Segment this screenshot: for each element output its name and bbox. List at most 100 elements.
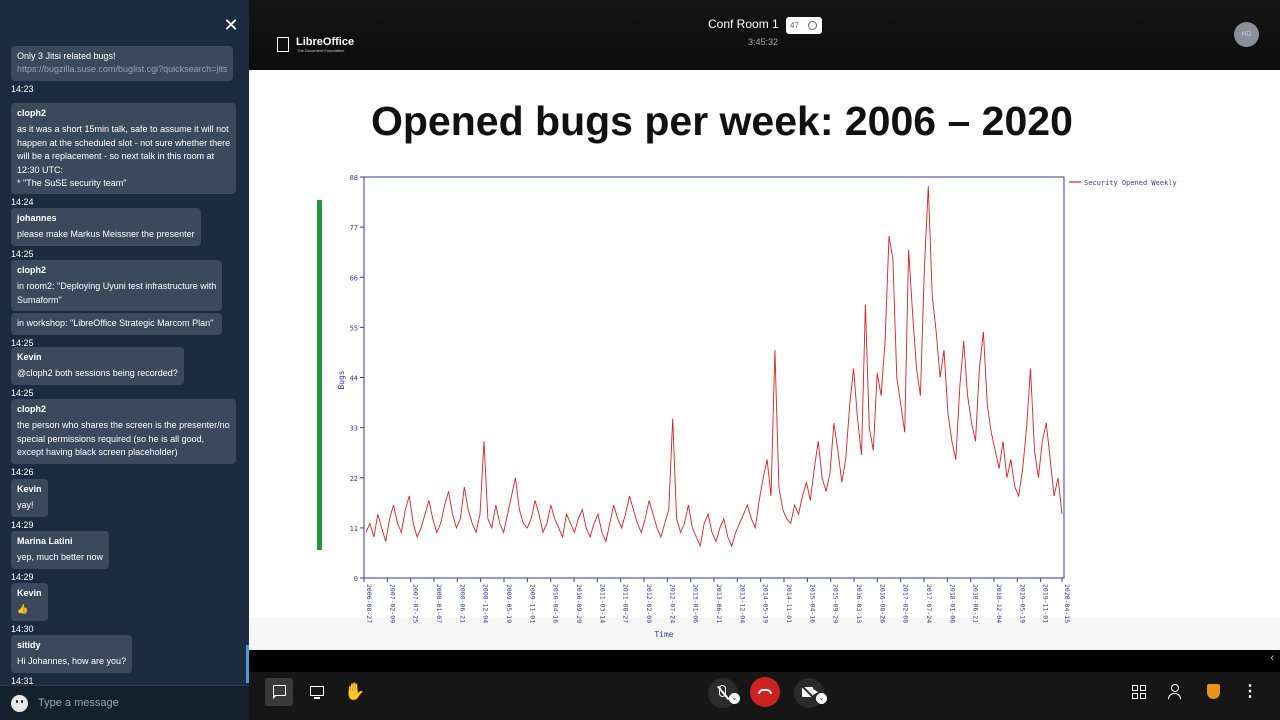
avatar[interactable]: HD bbox=[1234, 22, 1259, 47]
y-tick-label: 55 bbox=[350, 324, 358, 332]
phone-icon bbox=[758, 689, 772, 694]
chevron-left-icon[interactable]: ‹ bbox=[1270, 652, 1274, 664]
chat-message: Kevin @cloph2 both sessions being recorde… bbox=[11, 347, 184, 399]
x-tick-label: 2009-05-19 bbox=[505, 584, 513, 623]
chat-sender[interactable]: Marina Latini bbox=[17, 536, 73, 546]
chat-timestamp: 14:25 bbox=[11, 337, 34, 348]
x-tick-label: 2013-06-21 bbox=[715, 584, 723, 623]
emoji-icon[interactable] bbox=[11, 695, 28, 712]
legend-label: Security Opened Weekly bbox=[1084, 179, 1177, 187]
y-tick-label: 33 bbox=[350, 425, 358, 433]
x-tick-label: 2013-01-06 bbox=[692, 584, 700, 623]
chat-message: johannes please make Markus Meissner the … bbox=[11, 208, 201, 260]
chat-timestamp: 14:25 bbox=[11, 387, 34, 398]
x-tick-label: 2010-04-16 bbox=[552, 584, 560, 623]
x-tick-label: 2011-08-27 bbox=[622, 584, 630, 623]
chat-sender[interactable]: cloph2 bbox=[17, 404, 47, 414]
chat-text: will be a replacement - so next talk in … bbox=[17, 151, 215, 162]
x-tick-label: 2017-07-24 bbox=[925, 584, 933, 623]
chat-text: as it was a short 15min talk, safe to as… bbox=[17, 124, 229, 135]
x-tick-label: 2010-09-29 bbox=[575, 584, 583, 623]
x-tick-label: 2008-01-07 bbox=[435, 584, 443, 623]
chat-bubble: Kevin 👍 bbox=[11, 583, 48, 621]
chat-message: cloph2 the person who shares the screen i… bbox=[11, 399, 236, 478]
chat-message: sitidy Hi Johannes, how are you? 14:31 bbox=[11, 635, 133, 685]
video-settings-chevron[interactable]: ⌄ bbox=[816, 693, 827, 704]
chat-panel: ✕ Only 3 Jitsi related bugs! https://bugz… bbox=[0, 0, 249, 720]
chat-text: please make Markus Meissner the presente… bbox=[17, 229, 195, 240]
chat-bubble: cloph2 the person who shares the screen i… bbox=[11, 399, 236, 464]
chat-text: 12:30 UTC: bbox=[17, 164, 64, 175]
x-tick-label: 2007-02-09 bbox=[388, 584, 396, 623]
chat-sender[interactable]: johannes bbox=[17, 213, 57, 223]
more-actions-button[interactable]: ⋮ bbox=[1236, 678, 1264, 706]
y-tick-label: 11 bbox=[350, 525, 358, 533]
hand-icon: ✋ bbox=[344, 682, 366, 701]
x-tick-label: 2019-05-19 bbox=[1018, 584, 1026, 623]
x-tick-label: 2008-06-21 bbox=[458, 584, 466, 623]
security-options-button[interactable] bbox=[1199, 678, 1227, 706]
chat-sender[interactable]: Kevin bbox=[17, 588, 42, 598]
x-tick-label: 2020-04-15 bbox=[1063, 584, 1071, 623]
chat-message: cloph2 in room2: "Deploying Uyuni test in… bbox=[11, 260, 223, 349]
shield-icon bbox=[1207, 684, 1220, 699]
chat-sender[interactable]: cloph2 bbox=[17, 108, 47, 118]
x-tick-label: 2007-07-25 bbox=[412, 584, 420, 623]
chat-message: Kevin yay! 14:29 bbox=[11, 479, 48, 531]
x-axis-label: Time bbox=[654, 630, 673, 639]
chat-text: in room2: "Deploying Uyuni test infrastr… bbox=[17, 281, 217, 292]
tile-view-button[interactable] bbox=[1125, 678, 1153, 706]
screen-share-button[interactable] bbox=[303, 678, 331, 706]
x-tick-label: 2018-12-04 bbox=[995, 584, 1003, 623]
participant-count-badge[interactable]: 47 bbox=[786, 17, 822, 34]
chat-sender[interactable]: Kevin bbox=[17, 352, 42, 362]
audio-settings-chevron[interactable]: ⌄ bbox=[729, 693, 740, 704]
hang-up-button[interactable] bbox=[750, 677, 780, 707]
chat-timestamp: 14:31 bbox=[11, 675, 34, 685]
chat-text: * "The SuSE security team" bbox=[17, 178, 127, 189]
x-tick-label: 2011-03-14 bbox=[598, 584, 606, 623]
chat-input-bar bbox=[0, 685, 249, 720]
x-tick-label: 2014-05-19 bbox=[762, 584, 770, 623]
logo-name: LibreOffice bbox=[296, 36, 355, 48]
slide-accent-bar bbox=[317, 200, 322, 550]
libreoffice-logo: LibreOffice The Document Foundation bbox=[277, 36, 367, 54]
chat-timestamp: 14:25 bbox=[11, 248, 34, 259]
chat-sender[interactable]: sitidy bbox=[17, 640, 41, 650]
conference-header: Conf Room 1 47 3:45:32 HD bbox=[249, 0, 1280, 70]
close-chat-button[interactable]: ✕ bbox=[223, 15, 239, 35]
chat-link[interactable]: https://bugzilla.suse.com/buglist.cgi?qu… bbox=[17, 64, 227, 75]
y-tick-label: 44 bbox=[350, 375, 358, 383]
x-tick-label: 2016-08-26 bbox=[878, 584, 886, 623]
x-tick-label: 2016-03-13 bbox=[855, 584, 863, 623]
filmstrip-bar: ‹ bbox=[249, 650, 1280, 672]
chat-message: Marina Latini yep, much better now 14:29 bbox=[11, 531, 110, 583]
chat-toggle-button[interactable] bbox=[265, 678, 293, 706]
chat-text: @cloph2 both sessions being recorded? bbox=[17, 368, 178, 379]
plot-frame bbox=[363, 176, 1065, 579]
chat-timestamp: 14:29 bbox=[11, 571, 34, 582]
chat-bubble: Only 3 Jitsi related bugs! https://bugzil… bbox=[11, 46, 233, 81]
chat-message-list[interactable]: Only 3 Jitsi related bugs! https://bugzil… bbox=[0, 40, 249, 685]
conference-timer: 3:45:32 bbox=[748, 37, 779, 47]
chat-sender[interactable]: Kevin bbox=[17, 484, 42, 494]
chat-text: the person who shares the screen is the … bbox=[17, 420, 230, 431]
x-tick-label: 2009-11-01 bbox=[528, 584, 536, 623]
chat-message-input[interactable] bbox=[38, 694, 238, 712]
chat-text: yep, much better now bbox=[17, 552, 104, 563]
chat-scrollbar[interactable] bbox=[246, 645, 249, 683]
chat-sender[interactable]: cloph2 bbox=[17, 265, 47, 275]
y-tick-label: 77 bbox=[350, 224, 358, 232]
logo-subtitle: The Document Foundation bbox=[297, 48, 345, 53]
microphone-muted-icon bbox=[719, 685, 726, 697]
slide-footer bbox=[249, 618, 1280, 650]
chat-bubble: sitidy Hi Johannes, how are you? bbox=[11, 635, 133, 673]
series-line bbox=[365, 186, 1063, 548]
x-tick-label: 2018-06-21 bbox=[972, 584, 980, 623]
invite-people-button[interactable] bbox=[1162, 678, 1190, 706]
x-tick-label: 2013-12-04 bbox=[738, 584, 746, 623]
raise-hand-button[interactable]: ✋ bbox=[341, 678, 369, 706]
participant-count: 47 bbox=[790, 21, 799, 30]
chat-timestamp: 14:30 bbox=[11, 623, 34, 634]
